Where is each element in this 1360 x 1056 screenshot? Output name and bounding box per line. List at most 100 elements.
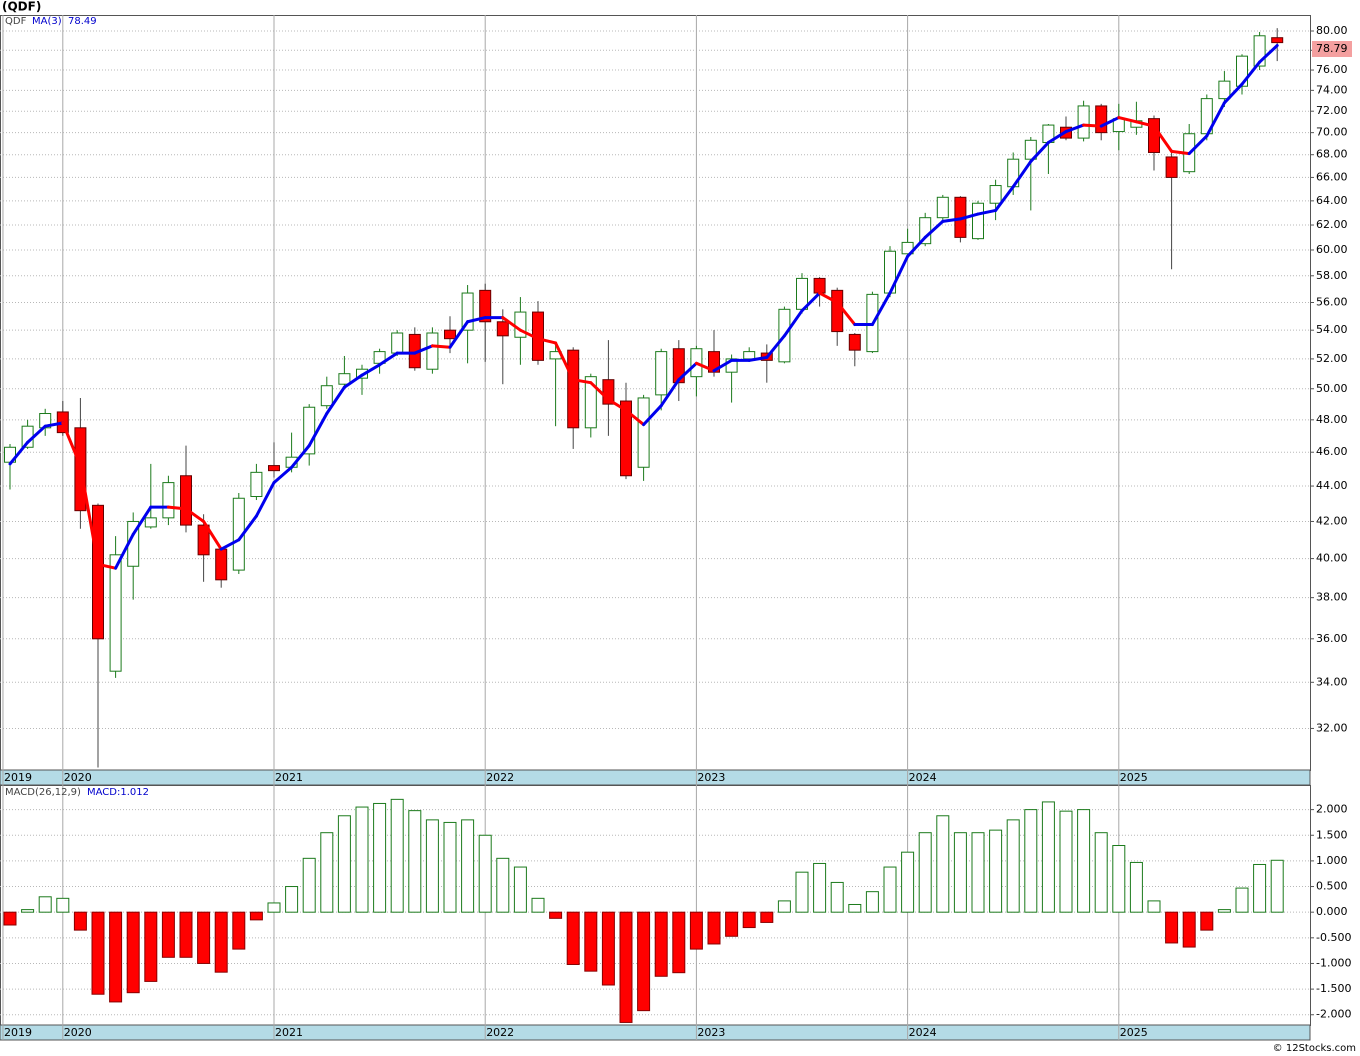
y-tick-label: 60.00 (1316, 243, 1348, 256)
y-tick-label: 0.500 (1316, 880, 1348, 893)
macd-bar (795, 871, 809, 913)
candle-body (936, 196, 949, 219)
x-tick-label: 2023 (697, 1026, 725, 1039)
macd-bar (302, 857, 316, 913)
y-tick-label: 76.00 (1316, 63, 1348, 76)
x-axis-band (0, 1024, 1311, 1041)
x-tick-label: 2022 (486, 1026, 514, 1039)
macd-bar (337, 815, 351, 913)
ma-segment (1046, 130, 1068, 144)
macd-bar (478, 834, 492, 913)
candle-body (901, 241, 914, 255)
macd-bar (144, 911, 158, 982)
y-tick-label: 40.00 (1316, 552, 1348, 565)
ma-segment (677, 361, 698, 382)
y-tick-label: 34.00 (1316, 675, 1348, 688)
macd-bar (918, 832, 932, 913)
macd-bar (830, 881, 844, 913)
macd-bar (161, 911, 175, 958)
y-tick-label: 1.000 (1316, 854, 1348, 867)
ma-segment (131, 505, 153, 536)
candle-body (672, 348, 685, 384)
macd-bar (989, 829, 1003, 913)
candle-body (180, 475, 192, 526)
ma-segment (1205, 101, 1226, 138)
macd-bar (496, 857, 510, 913)
macd-bar (3, 911, 17, 926)
macd-bar (601, 911, 615, 986)
macd-bar (865, 891, 879, 913)
x-tick-label: 2021 (275, 1026, 303, 1039)
legend-ma: MA(3) (32, 16, 62, 27)
legend-ma-value: 78.49 (68, 16, 97, 27)
candle-body (197, 524, 210, 556)
macd-bar (707, 911, 721, 945)
y-tick-label: 32.00 (1316, 721, 1348, 734)
ma-segment (272, 465, 294, 485)
candle-body (162, 482, 175, 519)
candle-body (1077, 105, 1090, 139)
y-tick-label: 62.00 (1316, 218, 1348, 231)
ma-segment (43, 421, 65, 428)
ma-segment (466, 316, 487, 324)
macd-bar (531, 897, 545, 913)
macd-bar (1112, 845, 1126, 913)
macd-bar (883, 866, 897, 913)
macd-bar (1147, 900, 1161, 913)
ma-segment (290, 444, 311, 469)
macd-bar (725, 911, 739, 937)
ma-segment (325, 385, 346, 416)
macd-bar (232, 911, 246, 950)
candle-body (391, 332, 404, 354)
candle-body (743, 351, 756, 360)
y-tick-label: 38.00 (1316, 591, 1348, 604)
x-tick-label: 2024 (909, 1026, 937, 1039)
y-tick-label: 52.00 (1316, 352, 1348, 365)
ma-segment (202, 519, 223, 551)
ma-segment (96, 562, 118, 570)
ma-segment (448, 320, 470, 349)
macd-bar (901, 851, 915, 913)
candle-body (813, 277, 826, 294)
candle-body (620, 400, 632, 477)
candle-body (1095, 105, 1108, 134)
ma-segment (712, 358, 734, 373)
macd-bar (689, 911, 703, 950)
ma-segment (976, 208, 998, 216)
candle-body (144, 517, 157, 528)
y-tick-label: 48.00 (1316, 413, 1348, 426)
candle-body (461, 292, 474, 331)
macd-bar (936, 815, 950, 913)
y-tick-label: 68.00 (1316, 148, 1348, 161)
chart-title: (QDF) (2, 0, 41, 14)
ma-segment (1240, 60, 1262, 86)
macd-bar (549, 911, 563, 919)
x-tick-label: 2025 (1120, 1026, 1148, 1039)
y-tick-label: 58.00 (1316, 269, 1348, 282)
y-tick-label: 66.00 (1316, 170, 1348, 183)
macd-bar (355, 806, 369, 913)
ma-segment (518, 328, 540, 341)
macd-bar (1253, 863, 1267, 913)
ma-segment (589, 381, 610, 401)
candle-body (989, 185, 1002, 204)
ma-segment (413, 344, 434, 355)
ma-segment (501, 316, 522, 332)
ma-segment (430, 344, 452, 349)
y-tick-label: 54.00 (1316, 323, 1348, 336)
y-tick-label: -2.000 (1316, 1008, 1351, 1021)
y-tick-label: 2.000 (1316, 803, 1348, 816)
candle-body (426, 332, 439, 370)
y-tick-label: 74.00 (1316, 83, 1348, 96)
ma-segment (26, 424, 47, 444)
y-tick-label: 72.00 (1316, 104, 1348, 117)
y-tick-label: -1.500 (1316, 982, 1351, 995)
ma-segment (571, 378, 593, 385)
macd-bar (1077, 809, 1091, 913)
candle-body (479, 289, 492, 323)
macd-bar (637, 911, 651, 1012)
y-tick-label: 1.500 (1316, 828, 1348, 841)
y-tick-label: 36.00 (1316, 632, 1348, 645)
x-tick-label: 2022 (486, 771, 514, 784)
